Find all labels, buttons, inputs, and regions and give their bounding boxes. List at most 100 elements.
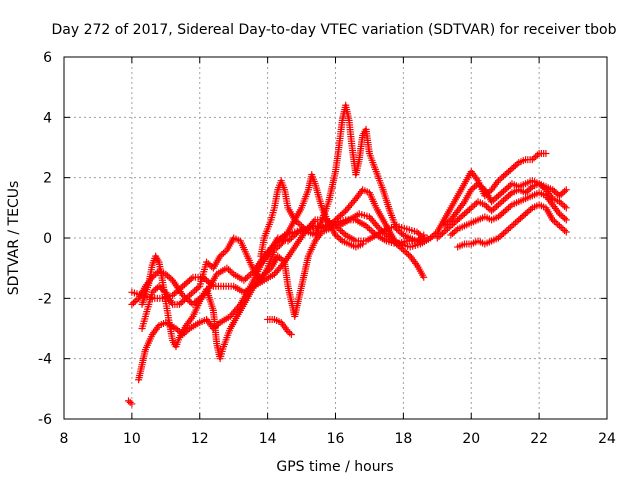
- y-tick-label: -6: [38, 412, 52, 428]
- point-marker: [503, 193, 511, 201]
- data-point: [223, 264, 231, 272]
- point-marker: [537, 181, 545, 189]
- point-marker: [483, 202, 491, 210]
- point-marker: [221, 248, 229, 256]
- data-point: [270, 240, 278, 248]
- point-marker: [333, 232, 341, 240]
- data-point: [359, 240, 367, 248]
- point-marker: [337, 211, 345, 219]
- point-marker: [510, 163, 518, 171]
- point-marker: [530, 154, 538, 162]
- point-marker: [150, 272, 158, 280]
- data-point: [284, 328, 292, 336]
- point-marker: [449, 229, 457, 237]
- point-marker: [131, 297, 139, 305]
- point-marker: [289, 232, 297, 240]
- point-marker: [294, 219, 302, 227]
- data-point: [189, 300, 197, 308]
- point-marker: [272, 245, 280, 253]
- point-marker: [287, 234, 295, 242]
- point-marker: [552, 189, 560, 197]
- point-marker: [469, 202, 477, 210]
- point-marker: [505, 168, 513, 176]
- x-tick-label: 22: [530, 431, 548, 447]
- point-marker: [557, 190, 565, 198]
- data-point: [562, 204, 570, 212]
- point-marker: [286, 329, 294, 337]
- x-tick-label: 14: [259, 431, 277, 447]
- point-marker: [394, 242, 402, 250]
- point-marker: [180, 296, 188, 304]
- data-point: [555, 210, 563, 218]
- point-marker: [133, 296, 141, 304]
- data-point: [189, 288, 197, 296]
- point-marker: [416, 234, 424, 242]
- data-point: [515, 216, 523, 224]
- point-marker: [438, 229, 446, 237]
- data-point: [274, 252, 282, 260]
- point-marker: [184, 278, 192, 286]
- point-marker: [499, 208, 507, 216]
- data-point: [362, 222, 370, 230]
- y-tick-label: -2: [38, 291, 52, 307]
- point-marker: [186, 291, 194, 299]
- point-marker: [496, 232, 504, 240]
- point-marker: [204, 260, 212, 268]
- data-point: [549, 216, 557, 224]
- data-point: [555, 222, 563, 230]
- point-marker: [532, 153, 540, 161]
- point-marker: [489, 196, 497, 204]
- point-marker: [523, 187, 531, 195]
- data-point: [555, 192, 563, 200]
- point-marker: [192, 285, 200, 293]
- point-marker: [296, 220, 304, 228]
- point-marker: [206, 261, 214, 269]
- point-marker: [518, 213, 526, 221]
- point-marker: [338, 210, 346, 218]
- point-marker: [228, 269, 236, 277]
- point-marker: [247, 270, 255, 278]
- point-marker: [279, 257, 287, 265]
- point-marker: [489, 205, 497, 213]
- point-marker: [301, 225, 309, 233]
- point-marker: [498, 189, 506, 197]
- point-marker: [525, 207, 533, 215]
- point-marker: [506, 190, 514, 198]
- point-marker: [333, 214, 341, 222]
- point-marker: [187, 275, 195, 283]
- point-marker: [499, 196, 507, 204]
- point-marker: [455, 214, 463, 222]
- data-point: [474, 180, 482, 188]
- point-marker: [477, 183, 485, 191]
- point-marker: [462, 208, 470, 216]
- data-point: [535, 180, 543, 188]
- point-marker: [179, 297, 187, 305]
- data-point: [562, 186, 570, 194]
- data-point: [440, 228, 448, 236]
- point-marker: [466, 205, 474, 213]
- data-point: [155, 282, 163, 290]
- point-marker: [503, 226, 511, 234]
- point-marker: [432, 229, 440, 237]
- point-marker: [496, 211, 504, 219]
- point-marker: [126, 398, 134, 406]
- data-point: [413, 237, 421, 245]
- point-marker: [396, 228, 404, 236]
- point-marker: [337, 236, 345, 244]
- data-point: [501, 186, 509, 194]
- data-point: [420, 273, 428, 281]
- data-point: [542, 150, 550, 158]
- point-marker: [401, 248, 409, 256]
- data-point: [179, 282, 187, 290]
- point-marker: [437, 231, 445, 239]
- point-marker: [554, 220, 562, 228]
- point-marker: [174, 287, 182, 295]
- data-point: [427, 234, 435, 242]
- data-point: [447, 222, 455, 230]
- data-point: [494, 213, 502, 221]
- point-marker: [513, 160, 521, 168]
- point-marker: [449, 220, 457, 228]
- point-marker: [157, 284, 165, 292]
- point-marker: [335, 225, 343, 233]
- y-tick-label: -4: [38, 352, 52, 368]
